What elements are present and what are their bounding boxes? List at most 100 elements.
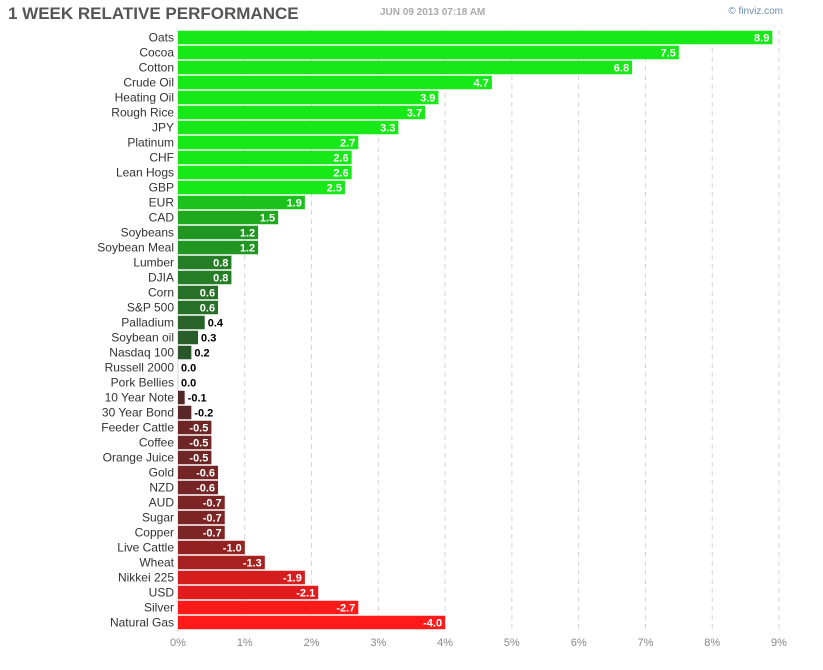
value-label: -0.5 <box>189 438 208 450</box>
bar <box>178 555 265 570</box>
bar <box>178 435 212 450</box>
category-label: Soybeans <box>121 226 174 240</box>
category-label: DJIA <box>148 271 174 285</box>
category-label: Cocoa <box>139 46 174 60</box>
bar <box>178 285 219 300</box>
value-label: 1.9 <box>287 198 302 210</box>
bar <box>178 135 359 150</box>
value-label: 2.6 <box>333 168 348 180</box>
bar <box>178 60 633 75</box>
bar <box>178 510 225 525</box>
category-label: AUD <box>149 496 175 510</box>
value-label: 2.7 <box>340 138 355 150</box>
x-tick-label: 6% <box>571 637 587 649</box>
bar <box>178 180 345 195</box>
bar <box>178 75 492 90</box>
category-label: Orange Juice <box>103 451 175 465</box>
bar <box>178 480 219 495</box>
bar <box>178 450 212 465</box>
value-label: -0.7 <box>203 528 222 540</box>
bar <box>178 30 773 45</box>
category-label: Cotton <box>139 61 174 75</box>
value-label: 0.0 <box>181 363 196 375</box>
value-label: 3.7 <box>407 108 422 120</box>
category-label: Coffee <box>139 436 174 450</box>
category-label: Gold <box>149 466 174 480</box>
x-tick-label: 5% <box>504 637 520 649</box>
category-label: Silver <box>144 601 174 615</box>
category-label: Feeder Cattle <box>101 421 174 435</box>
x-tick-label: 9% <box>771 637 787 649</box>
value-label: 0.0 <box>181 378 196 390</box>
value-label: -1.0 <box>223 543 242 555</box>
category-label: Lean Hogs <box>116 166 174 180</box>
value-label: -1.3 <box>243 558 262 570</box>
bar <box>178 45 679 60</box>
bar <box>178 540 245 555</box>
bar <box>178 600 359 615</box>
category-label: Nasdaq 100 <box>109 346 174 360</box>
bar <box>178 315 205 330</box>
bar <box>178 90 439 105</box>
category-label: Soybean oil <box>111 331 174 345</box>
category-label: Sugar <box>142 511 174 525</box>
bar <box>178 255 232 270</box>
category-label: Soybean Meal <box>97 241 174 255</box>
category-label: S&P 500 <box>127 301 174 315</box>
value-label: -0.6 <box>196 468 215 480</box>
x-tick-label: 4% <box>437 637 453 649</box>
x-tick-label: 3% <box>370 637 386 649</box>
bar <box>178 465 219 480</box>
category-label: 10 Year Note <box>105 391 175 405</box>
chart-title: 1 WEEK RELATIVE PERFORMANCE <box>8 4 299 23</box>
value-label: 8.9 <box>754 33 769 45</box>
value-label: 3.9 <box>420 93 435 105</box>
value-label: -1.9 <box>283 573 302 585</box>
x-tick-label: 2% <box>304 637 320 649</box>
value-label: 1.2 <box>240 228 255 240</box>
x-tick-label: 1% <box>237 637 253 649</box>
bar <box>178 420 212 435</box>
value-label: 0.8 <box>213 258 228 270</box>
bar <box>178 525 225 540</box>
bar <box>178 330 199 345</box>
value-label: 6.8 <box>614 63 629 75</box>
bar <box>178 615 446 630</box>
x-axis-ticks: 0% 1% 2% 3% 4% 5% 6% 7% 8% 9% <box>170 637 787 649</box>
category-label: USD <box>149 586 175 600</box>
timestamp: JUN 09 2013 07:18 AM <box>380 7 486 18</box>
value-label: -0.5 <box>189 423 208 435</box>
value-label: 0.4 <box>208 318 224 330</box>
bar <box>178 390 185 405</box>
value-label: 0.6 <box>200 288 215 300</box>
value-label: -0.7 <box>203 513 222 525</box>
category-label: CAD <box>149 211 175 225</box>
bar <box>178 105 426 120</box>
value-label: 0.3 <box>201 333 216 345</box>
category-label: Oats <box>149 31 174 45</box>
gridlines <box>177 30 780 632</box>
value-label: -0.7 <box>203 498 222 510</box>
bar <box>178 150 352 165</box>
category-label: Platinum <box>127 136 174 150</box>
bar <box>178 270 232 285</box>
value-label: -0.6 <box>196 483 215 495</box>
bar <box>178 210 279 225</box>
category-label: EUR <box>149 196 175 210</box>
category-label: CHF <box>149 151 174 165</box>
brand-link[interactable]: © finviz.com <box>728 6 783 17</box>
bar <box>178 240 259 255</box>
bar <box>178 225 259 240</box>
bars <box>178 30 773 630</box>
category-label: Heating Oil <box>115 91 174 105</box>
value-labels: 8.9 7.5 6.8 4.7 3.9 3.7 3.3 2.7 2.6 2.6 2.5 1.9 1.5 1… <box>181 33 769 630</box>
value-label: 7.5 <box>661 48 676 60</box>
value-label: 0.8 <box>213 273 228 285</box>
value-label: -4.0 <box>423 618 442 630</box>
category-label: Wheat <box>139 556 174 570</box>
category-label: Corn <box>148 286 174 300</box>
bar <box>178 585 319 600</box>
value-label: 2.5 <box>327 183 342 195</box>
